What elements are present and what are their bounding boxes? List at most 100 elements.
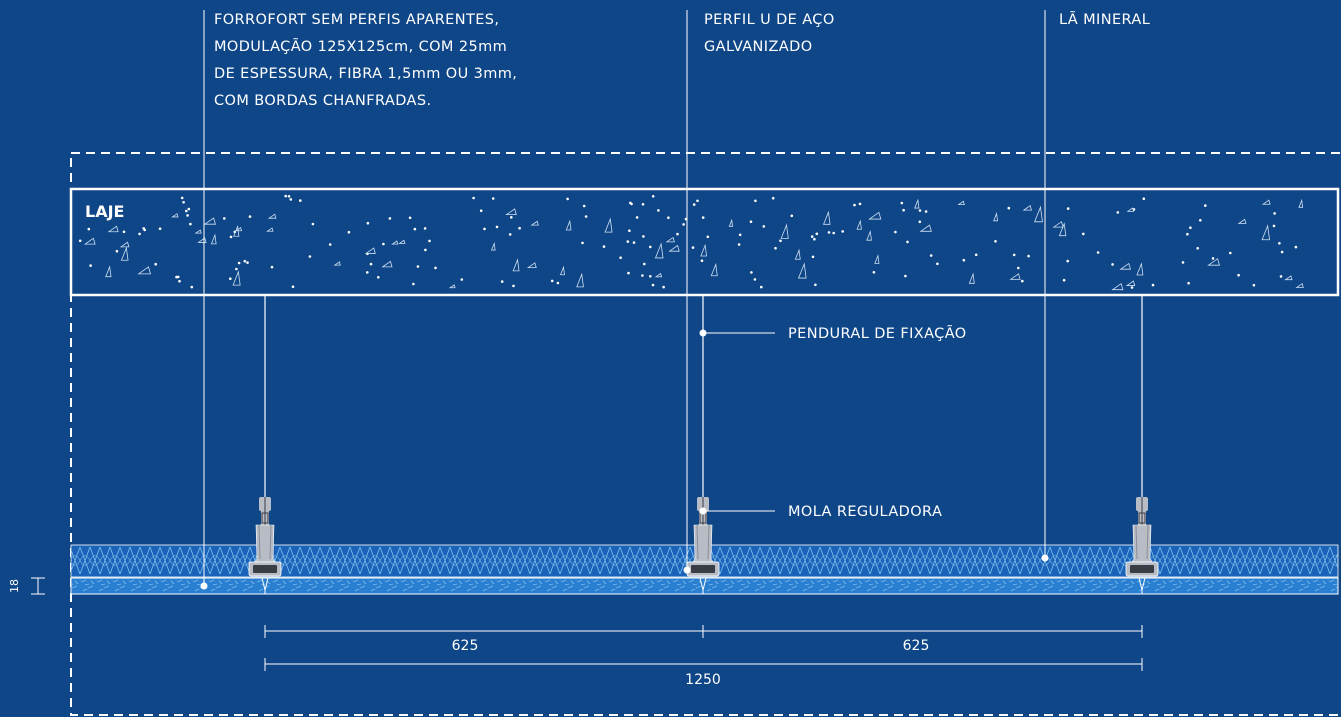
aggregate-stone bbox=[822, 210, 831, 225]
aggregate-dot bbox=[248, 215, 252, 218]
aggregate-dot bbox=[472, 196, 475, 200]
right-span-label: 625 bbox=[903, 638, 930, 654]
aggregate-dot bbox=[78, 239, 82, 243]
aggregate-dot bbox=[423, 227, 427, 230]
aggregate-stone bbox=[780, 223, 789, 239]
aggregate-stone bbox=[700, 243, 708, 257]
aggregate-stone bbox=[107, 225, 119, 233]
aggregate-dot bbox=[643, 262, 646, 266]
aggregate-dot bbox=[641, 274, 644, 277]
aggregate-dot bbox=[642, 235, 645, 238]
aggregate-dot bbox=[700, 259, 704, 263]
aggregate-dot bbox=[1130, 286, 1134, 289]
aggregate-dot bbox=[413, 227, 417, 231]
aggregate-dot bbox=[619, 256, 622, 260]
aggregate-dot bbox=[1237, 273, 1240, 277]
aggregate-dot bbox=[235, 267, 238, 271]
board-callout-line-2: MODULAÇÃO 125X125cm, COM 25mm bbox=[214, 38, 507, 55]
board-callout-line-3: DE ESPESSURA, FIBRA 1,5mm OU 3mm, bbox=[214, 66, 517, 82]
aggregate-dot bbox=[1280, 250, 1284, 254]
aggregate-stone bbox=[868, 211, 882, 220]
aggregate-stone bbox=[668, 244, 680, 252]
board-callout-line-1: FORROFORT SEM PERFIS APARENTES, bbox=[214, 12, 499, 28]
aggregate-dot bbox=[706, 235, 710, 239]
aggregate-stone bbox=[333, 261, 341, 266]
aggregate-dot bbox=[635, 216, 639, 219]
aggregate-dot bbox=[853, 203, 856, 207]
aggregate-stone bbox=[798, 262, 807, 279]
aggregate-stone bbox=[919, 224, 932, 232]
aggregate-dot bbox=[691, 246, 695, 249]
aggregate-dot bbox=[1082, 232, 1085, 236]
aggregate-dot bbox=[632, 241, 636, 244]
aggregate-dot bbox=[566, 197, 569, 201]
aggregate-dot bbox=[223, 217, 226, 220]
spring-clip-right bbox=[1125, 496, 1159, 577]
aggregate-dot bbox=[182, 201, 185, 204]
aggregate-dot bbox=[175, 275, 178, 279]
aggregate-dot bbox=[602, 245, 606, 248]
aggregate-stone bbox=[654, 272, 663, 278]
concrete-slab bbox=[69, 187, 1340, 297]
aggregate-stone bbox=[83, 237, 96, 245]
aggregate-stone bbox=[1284, 275, 1293, 281]
aggregate-stone bbox=[137, 266, 152, 275]
aggregate-dot bbox=[246, 261, 249, 264]
aggregate-stone bbox=[120, 246, 129, 261]
aggregate-stone bbox=[1058, 222, 1067, 237]
board-callout-line-4: COM BORDAS CHANFRADAS. bbox=[214, 93, 431, 109]
aggregate-stone bbox=[119, 241, 130, 248]
aggregate-dot bbox=[918, 209, 922, 212]
aggregate-dot bbox=[237, 261, 241, 265]
aggregate-stone bbox=[512, 258, 520, 272]
aggregate-dot bbox=[424, 248, 427, 252]
aggregate-dot bbox=[994, 240, 997, 243]
aggregate-stone bbox=[874, 254, 880, 264]
aggregate-dot bbox=[1096, 251, 1100, 254]
aggregate-dot bbox=[382, 242, 385, 246]
aggregate-dot bbox=[582, 204, 586, 208]
aggregate-dot bbox=[366, 221, 370, 225]
aggregate-dot bbox=[1272, 224, 1276, 228]
aggregate-dot bbox=[630, 202, 633, 206]
aggregate-dot bbox=[827, 231, 831, 234]
aggregate-dot bbox=[180, 196, 184, 200]
aggregate-stone bbox=[1022, 205, 1033, 211]
aggregate-stone bbox=[559, 265, 565, 276]
aggregate-stone bbox=[364, 247, 376, 254]
aggregate-dot bbox=[841, 230, 844, 233]
aggregate-dot bbox=[369, 262, 373, 266]
aggregate-stone bbox=[654, 242, 664, 259]
hanger-leader-dot bbox=[699, 329, 707, 337]
aggregate-dot bbox=[815, 232, 819, 236]
aggregate-dot bbox=[900, 201, 904, 205]
aggregate-dot bbox=[1111, 263, 1114, 266]
aggregate-dot bbox=[771, 196, 775, 200]
aggregate-dot bbox=[1252, 283, 1256, 287]
aggregate-dot bbox=[550, 279, 554, 283]
total-span-label: 1250 bbox=[685, 672, 721, 688]
aggregate-dot bbox=[377, 276, 380, 279]
left-span-label: 625 bbox=[452, 638, 479, 654]
aggregate-dot bbox=[701, 216, 705, 219]
aggregate-stone bbox=[665, 236, 675, 243]
aggregate-dot bbox=[186, 214, 189, 217]
hanger-callout: PENDURAL DE FIXAÇÃO bbox=[788, 325, 967, 342]
aggregate-dot bbox=[581, 241, 584, 245]
aggregate-dot bbox=[924, 210, 928, 213]
aggregate-dot bbox=[872, 271, 876, 274]
aggregate-dot bbox=[284, 194, 288, 198]
aggregate-dot bbox=[1116, 211, 1120, 214]
aggregate-dot bbox=[508, 233, 512, 236]
aggregate-dot bbox=[1204, 204, 1207, 207]
aggregate-stone bbox=[914, 198, 920, 209]
aggregate-stone bbox=[266, 227, 274, 232]
aggregate-dot bbox=[512, 284, 515, 288]
aggregate-dot bbox=[750, 271, 753, 274]
slab-label: LAJE bbox=[85, 202, 124, 221]
aggregate-dot bbox=[754, 199, 757, 203]
aggregate-dot bbox=[328, 243, 332, 246]
aggregate-dot bbox=[762, 225, 766, 228]
aggregate-stone bbox=[530, 220, 539, 226]
